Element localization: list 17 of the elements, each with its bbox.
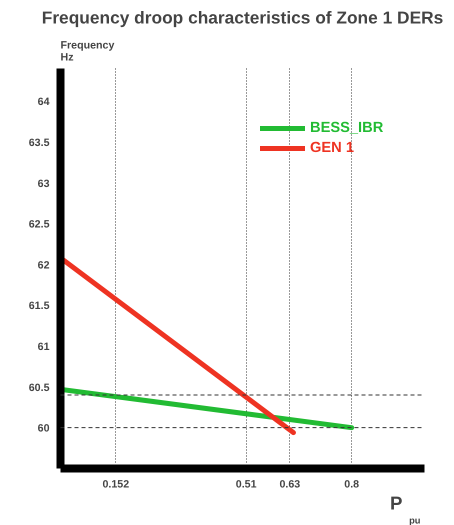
x-tick-label: 0.63 xyxy=(279,478,300,490)
y-tick-label: 63.5 xyxy=(28,136,50,149)
y-tick-label: 62.5 xyxy=(28,218,50,231)
legend-label: BESS_IBR xyxy=(310,120,384,136)
y-tick-label: 60 xyxy=(38,422,50,435)
x-tick-label: 0.152 xyxy=(102,478,130,490)
y-tick-label: 60.5 xyxy=(28,382,50,394)
chart-title: Frequency droop characteristics of Zone 1 DERs xyxy=(42,8,444,28)
y-tick-label: 64 xyxy=(38,96,50,108)
y-tick-label: 63 xyxy=(38,178,50,190)
legend-label: GEN 1 xyxy=(310,140,354,156)
y-tick-label: 62 xyxy=(38,259,50,272)
x-tick-label: 0.51 xyxy=(236,478,257,490)
y-axis-title: Frequency Hz xyxy=(60,40,114,64)
y-tick-label: 61.5 xyxy=(28,300,50,312)
x-tick-label: 0.8 xyxy=(344,478,360,490)
y-tick-label: 61 xyxy=(38,341,50,354)
